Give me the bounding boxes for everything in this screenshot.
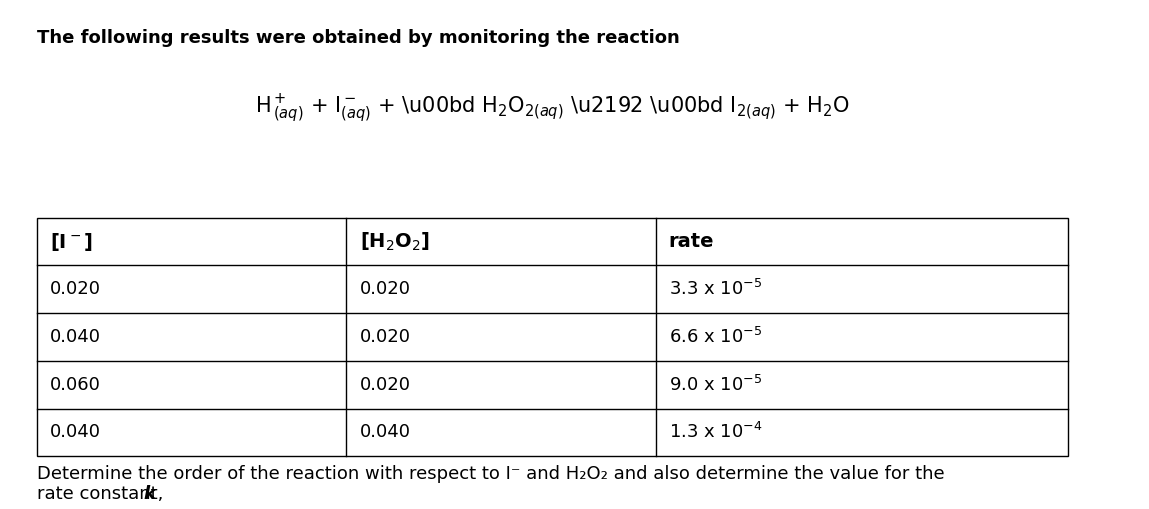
Text: 0.060: 0.060 <box>51 376 101 393</box>
Text: rate constant,: rate constant, <box>37 486 169 503</box>
Bar <box>37 218 1069 456</box>
Text: Determine the order of the reaction with respect to I⁻ and H₂O₂ and also determi: Determine the order of the reaction with… <box>37 465 944 483</box>
Text: k: k <box>144 486 155 503</box>
Text: The following results were obtained by monitoring the reaction: The following results were obtained by m… <box>37 29 680 47</box>
Text: 0.040: 0.040 <box>51 328 101 346</box>
Text: [H$_2$O$_2$]: [H$_2$O$_2$] <box>360 231 430 253</box>
Text: 0.040: 0.040 <box>360 423 410 441</box>
Text: H$^+_{\,(aq)}$ + I$^-_{(aq)}$ + \u00bd H$_2$O$_{2(aq)}$ \u2192 \u00bd I$_{2(aq)}: H$^+_{\,(aq)}$ + I$^-_{(aq)}$ + \u00bd H… <box>255 92 850 125</box>
Text: 3.3 x 10$^{-5}$: 3.3 x 10$^{-5}$ <box>669 279 762 299</box>
Text: 0.020: 0.020 <box>360 376 410 393</box>
Text: 0.020: 0.020 <box>51 280 101 298</box>
Text: 0.040: 0.040 <box>51 423 101 441</box>
Text: 1.3 x 10$^{-4}$: 1.3 x 10$^{-4}$ <box>669 422 763 442</box>
Text: 0.020: 0.020 <box>360 280 410 298</box>
Text: rate: rate <box>669 232 715 251</box>
Text: 9.0 x 10$^{-5}$: 9.0 x 10$^{-5}$ <box>669 375 762 395</box>
Text: [I$^-$]: [I$^-$] <box>51 231 93 252</box>
Text: 6.6 x 10$^{-5}$: 6.6 x 10$^{-5}$ <box>669 327 762 347</box>
Text: 0.020: 0.020 <box>360 328 410 346</box>
